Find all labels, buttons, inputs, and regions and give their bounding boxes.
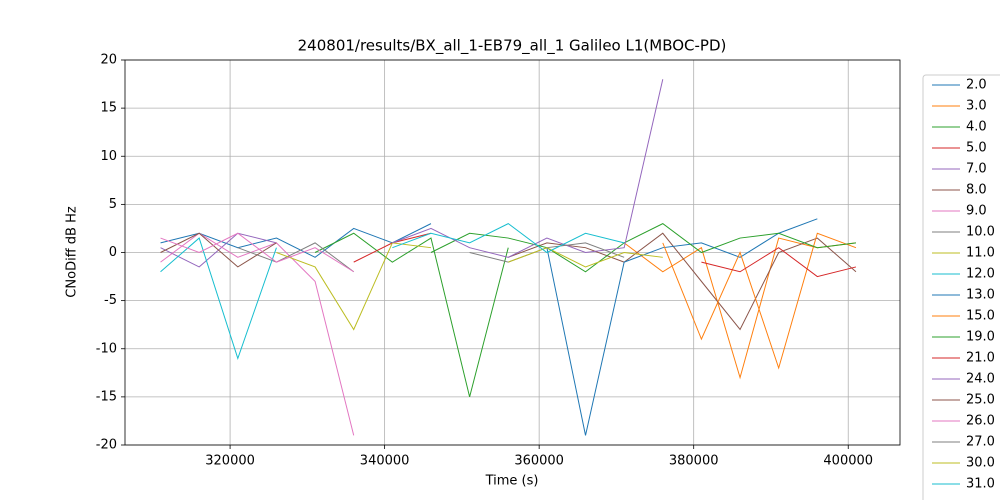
legend-label: 10.0 — [966, 225, 995, 240]
series-line — [160, 223, 432, 258]
legend-label: 9.0 — [966, 204, 987, 219]
legend-label: 5.0 — [966, 141, 987, 156]
x-tick-label: 380000 — [669, 454, 719, 469]
x-tick-label: 400000 — [823, 454, 873, 469]
x-tick-label: 320000 — [205, 454, 255, 469]
y-tick-label: -10 — [96, 341, 117, 356]
legend-label: 25.0 — [966, 393, 995, 408]
y-tick-label: -15 — [96, 389, 117, 404]
y-tick-label: 10 — [100, 149, 117, 164]
legend-label: 13.0 — [966, 288, 995, 303]
x-tick-label: 360000 — [514, 454, 564, 469]
series-line — [701, 247, 857, 278]
series-line — [546, 218, 818, 436]
x-axis-label: Time (s) — [485, 474, 539, 489]
chart-title: 240801/results/BX_all_1-EB79_all_1 Galil… — [298, 37, 727, 56]
series-line — [430, 223, 857, 273]
legend-label: 11.0 — [966, 246, 995, 261]
series-line — [160, 232, 354, 273]
legend-label: 2.0 — [966, 78, 987, 93]
legend-label: 7.0 — [966, 162, 987, 177]
series-line — [160, 232, 277, 268]
y-tick-label: -20 — [96, 438, 117, 453]
legend-label: 12.0 — [966, 267, 995, 282]
y-axis-label: CNoDiff dB Hz — [65, 206, 80, 298]
legend-label: 26.0 — [966, 414, 995, 429]
legend-label: 15.0 — [966, 309, 995, 324]
legend-label: 3.0 — [966, 99, 987, 114]
x-tick-label: 340000 — [360, 454, 410, 469]
legend-label: 24.0 — [966, 372, 995, 387]
legend-label: 4.0 — [966, 120, 987, 135]
legend-label: 30.0 — [966, 456, 995, 471]
legend-label: 8.0 — [966, 183, 987, 198]
legend: 2.0 3.0 4.0 5.0 7.0 8.0 9.0 10.0 11.0 12.0 13.0 15.… — [922, 74, 1000, 500]
legend-label: 31.0 — [966, 477, 995, 492]
y-tick-label: -5 — [104, 293, 117, 308]
series-line — [314, 232, 509, 398]
legend-box — [922, 74, 1000, 500]
y-tick-label: 0 — [109, 245, 117, 260]
legend-label: 27.0 — [966, 435, 995, 450]
series-line — [623, 237, 857, 380]
series-line — [508, 247, 663, 268]
series-line — [392, 223, 625, 254]
series-line — [662, 232, 857, 370]
y-tick-label: 15 — [100, 101, 117, 116]
legend-label: 21.0 — [966, 351, 995, 366]
series-line — [160, 232, 355, 436]
legend-label: 19.0 — [966, 330, 995, 345]
series-line — [392, 79, 664, 258]
plot-area — [160, 79, 857, 436]
series-line — [160, 237, 277, 360]
series-line — [276, 242, 432, 331]
y-tick-label: 20 — [100, 53, 117, 68]
y-tick-label: 5 — [109, 197, 117, 212]
plot-frame — [124, 59, 901, 446]
